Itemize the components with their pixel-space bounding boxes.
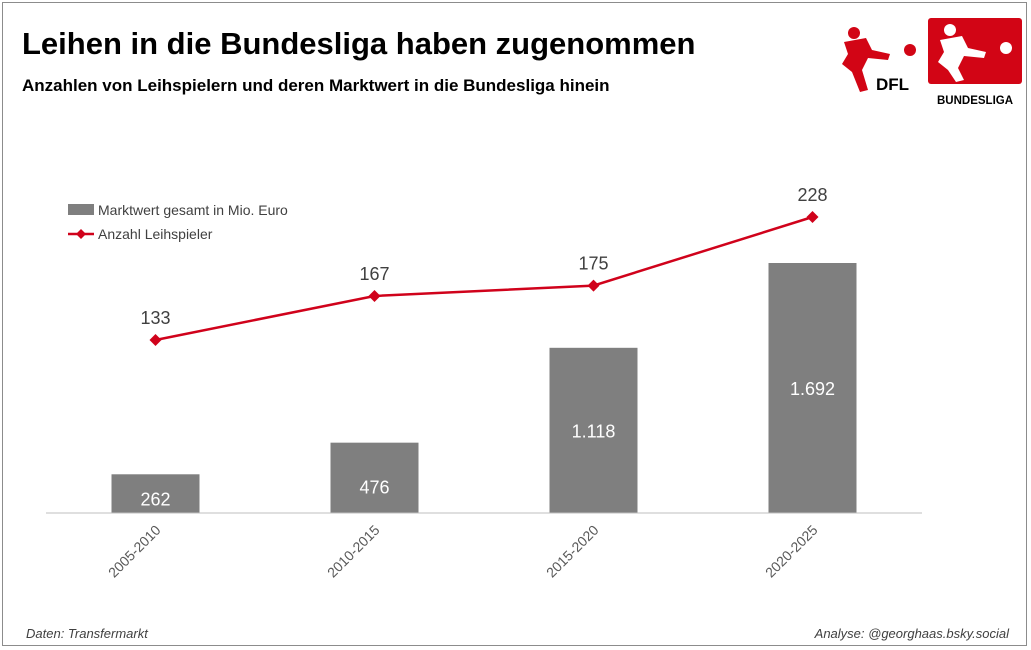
line-marker — [806, 211, 819, 223]
line-marker — [149, 334, 162, 346]
line-value-label: 167 — [359, 264, 389, 284]
bundesliga-logo-text: BUNDESLIGA — [937, 95, 1013, 107]
source-note: Daten: Transfermarkt — [26, 626, 148, 641]
dfl-logo: DFL — [842, 27, 916, 94]
x-tick-label: 2005-2010 — [105, 522, 164, 581]
bundesliga-logo: BUNDESLIGA — [928, 18, 1022, 107]
bar-value-label: 262 — [140, 489, 170, 509]
legend-label-bar: Marktwert gesamt in Mio. Euro — [98, 202, 288, 218]
line-marker — [368, 289, 381, 302]
bar-value-label: 1.692 — [790, 379, 835, 399]
legend-label-line: Anzahl Leihspieler — [98, 226, 213, 242]
line-value-label: 228 — [797, 185, 827, 205]
bar-series: 262 476 1.118 1.692 — [111, 263, 857, 513]
x-tick-label: 2015-2020 — [543, 522, 602, 581]
chart-title: Leihen in die Bundesliga haben zugenomme… — [22, 26, 696, 61]
bar-value-label: 476 — [359, 477, 389, 497]
line-series: 133 167 175 228 — [140, 185, 828, 346]
line-value-label: 133 — [140, 308, 170, 328]
bar-2010-2015 — [330, 442, 419, 513]
line-value-label: 175 — [578, 254, 608, 274]
bar-value-label: 1.118 — [572, 421, 616, 441]
chart-subtitle: Anzahlen von Leihspielern und deren Mark… — [22, 76, 610, 95]
x-tick-label: 2020-2025 — [762, 522, 821, 581]
line-marker — [587, 279, 600, 292]
x-tick-label: 2010-2015 — [324, 522, 383, 581]
x-axis-ticks: 2005-2010 2010-2015 2015-2020 2020-2025 — [105, 522, 821, 581]
legend-swatch-bar — [68, 204, 94, 215]
legend: Marktwert gesamt in Mio. Euro Anzahl Leih… — [68, 202, 288, 242]
bar-2020-2025 — [768, 263, 857, 513]
credit-note: Analyse: @georghaas.bsky.social — [814, 626, 1009, 641]
dfl-logo-text: DFL — [876, 75, 909, 94]
bar-2005-2010 — [111, 474, 200, 513]
bar-2015-2020 — [549, 347, 638, 513]
legend-swatch-marker — [76, 229, 86, 239]
line-path — [155, 215, 813, 342]
